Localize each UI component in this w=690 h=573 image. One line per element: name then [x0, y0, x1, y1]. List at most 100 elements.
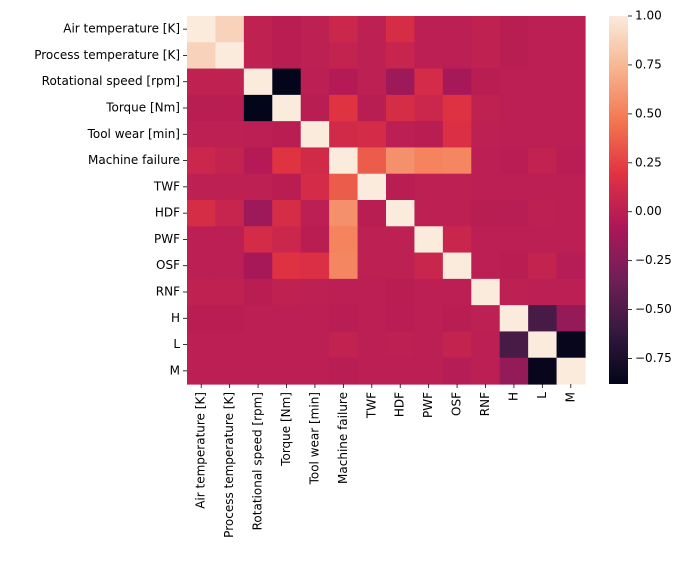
- heatmap-cell: [243, 16, 273, 43]
- x-tick-label: OSF: [450, 392, 464, 416]
- heatmap-cell: [471, 94, 501, 122]
- heatmap-cell: [386, 121, 416, 149]
- heatmap-cell: [471, 252, 501, 280]
- colorbar-tick-label: 0.50: [635, 106, 662, 120]
- heatmap-cell: [414, 226, 444, 254]
- y-tick-label: TWF: [153, 179, 180, 193]
- heatmap-cell: [386, 357, 416, 385]
- heatmap-cell: [272, 173, 302, 201]
- heatmap-cell: [215, 68, 245, 96]
- heatmap-cell: [272, 331, 302, 359]
- heatmap-cell: [499, 200, 529, 227]
- heatmap-cell: [300, 331, 330, 359]
- x-tick-label: PWF: [421, 392, 435, 418]
- y-tick-label: RNF: [156, 285, 180, 299]
- heatmap-cell: [471, 16, 501, 43]
- heatmap-cell: [272, 68, 302, 96]
- x-tick-label: RNF: [478, 392, 492, 416]
- heatmap-cell: [329, 173, 359, 201]
- heatmap-cell: [386, 200, 416, 227]
- heatmap-cell: [386, 226, 416, 254]
- heatmap-cell: [272, 305, 302, 333]
- heatmap-cell: [442, 173, 472, 201]
- heatmap-cell: [556, 68, 586, 96]
- heatmap-cell: [499, 68, 529, 96]
- heatmap-cell: [272, 278, 302, 306]
- y-tick-label: H: [171, 311, 180, 325]
- heatmap-cell: [187, 357, 217, 385]
- heatmap-cell: [528, 200, 558, 227]
- heatmap-cell: [528, 252, 558, 280]
- heatmap-cell: [556, 252, 586, 280]
- heatmap-cell: [357, 16, 387, 43]
- heatmap-cell: [300, 278, 330, 306]
- heatmap-cell: [357, 173, 387, 201]
- heatmap-cell: [442, 331, 472, 359]
- heatmap-cell: [499, 252, 529, 280]
- heatmap-cell: [471, 173, 501, 201]
- heatmap-cell: [187, 121, 217, 149]
- x-tick-label: Air temperature [K]: [194, 392, 208, 509]
- heatmap-cell: [414, 278, 444, 306]
- y-tick-label: PWF: [154, 232, 180, 246]
- heatmap-cell: [528, 331, 558, 359]
- heatmap-cell: [272, 226, 302, 254]
- heatmap-cell: [272, 42, 302, 70]
- heatmap-cell: [329, 331, 359, 359]
- heatmap-cell: [272, 357, 302, 385]
- x-tick-label: HDF: [393, 392, 407, 417]
- heatmap-cell: [215, 94, 245, 122]
- y-tick-label: Tool wear [min]: [87, 127, 180, 141]
- heatmap-cell: [442, 200, 472, 227]
- heatmap-cell: [357, 252, 387, 280]
- heatmap-cell: [357, 226, 387, 254]
- heatmap-cell: [243, 200, 273, 227]
- heatmap-cell: [215, 200, 245, 227]
- heatmap-cell: [243, 121, 273, 149]
- heatmap-cell: [329, 305, 359, 333]
- heatmap-cell: [442, 42, 472, 70]
- heatmap-cell: [215, 121, 245, 149]
- heatmap-cell: [414, 94, 444, 122]
- heatmap-cell: [442, 16, 472, 43]
- y-tick-label: Torque [Nm]: [105, 101, 180, 115]
- x-tick-labels: Air temperature [K] Process temperature […: [194, 384, 577, 538]
- heatmap-cell: [442, 278, 472, 306]
- heatmap-cell: [215, 226, 245, 254]
- heatmap-cell: [386, 305, 416, 333]
- heatmap-cell: [243, 252, 273, 280]
- heatmap-cell: [442, 147, 472, 175]
- heatmap-cell: [414, 357, 444, 385]
- heatmap-cell: [556, 278, 586, 306]
- heatmap-cell: [215, 173, 245, 201]
- heatmap-cell: [414, 42, 444, 70]
- heatmap-cell: [556, 16, 586, 43]
- heatmap-cell: [357, 200, 387, 227]
- y-tick-label: OSF: [156, 258, 180, 272]
- heatmap-cell: [300, 252, 330, 280]
- heatmap-cell: [243, 278, 273, 306]
- heatmap-cell: [243, 226, 273, 254]
- heatmap-cell: [187, 68, 217, 96]
- heatmap-cell: [300, 173, 330, 201]
- heatmap-cell: [386, 252, 416, 280]
- heatmap-cell: [357, 121, 387, 149]
- colorbar-tick-label: 1.00: [635, 9, 662, 23]
- heatmap-cell: [528, 68, 558, 96]
- heatmap-cell: [442, 305, 472, 333]
- heatmap-cell: [414, 121, 444, 149]
- y-tick-label: Machine failure: [88, 153, 180, 167]
- heatmap-cell: [528, 357, 558, 385]
- colorbar-tick-label: 0.75: [635, 57, 662, 71]
- heatmap-cell: [414, 68, 444, 96]
- heatmap-cell: [499, 147, 529, 175]
- heatmap-cell: [471, 331, 501, 359]
- heatmap-cell: [471, 121, 501, 149]
- heatmap-cell: [528, 121, 558, 149]
- heatmap-cell: [528, 305, 558, 333]
- heatmap-cell: [499, 305, 529, 333]
- heatmap-cell: [386, 173, 416, 201]
- heatmap-cell: [187, 226, 217, 254]
- heatmap-cell: [272, 16, 302, 43]
